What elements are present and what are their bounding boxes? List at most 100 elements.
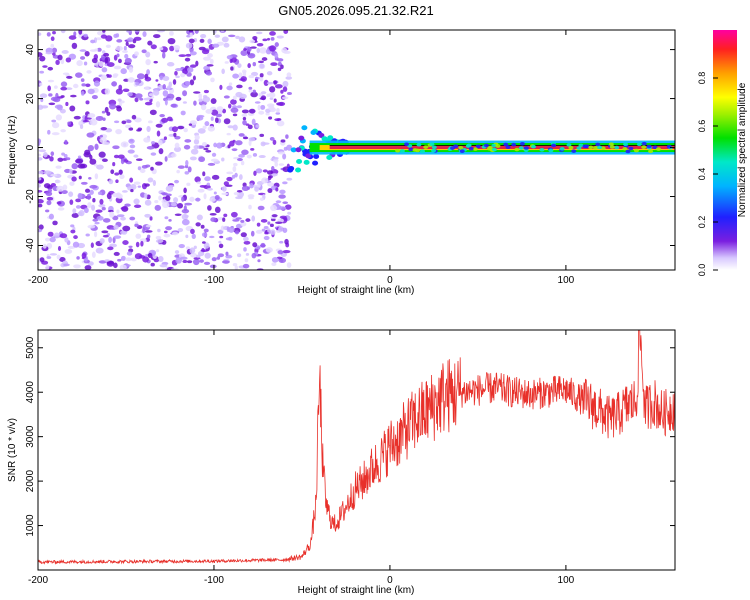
noise-speck [214, 206, 221, 214]
band-speck [539, 148, 545, 152]
noise-speck [104, 88, 111, 95]
noise-speck [112, 74, 118, 78]
noise-speck [223, 118, 231, 125]
snr-axes: -200 -100 0 100 1000 2000 3000 4000 5000 [25, 330, 675, 586]
noise-speck [260, 91, 267, 95]
noise-speck [282, 80, 289, 88]
noise-speck [258, 110, 265, 115]
noise-speck [234, 230, 240, 235]
noise-speck [174, 135, 181, 140]
noise-speck [221, 157, 225, 162]
noise-speck [203, 193, 207, 200]
noise-speck [84, 265, 92, 270]
band-speck [503, 142, 509, 147]
noise-speck [117, 98, 122, 102]
noise-speck [99, 134, 104, 138]
noise-speck [260, 95, 267, 101]
noise-speck [174, 71, 178, 76]
noise-speck [46, 200, 52, 206]
noise-speck [49, 237, 56, 243]
noise-speck [112, 145, 120, 150]
noise-speck [69, 168, 73, 174]
noise-speck [120, 141, 129, 148]
noise-speck [155, 101, 161, 108]
noise-speck [246, 154, 252, 159]
noise-speck [61, 50, 69, 54]
noise-speck [66, 75, 73, 79]
noise-speck [276, 35, 284, 39]
noise-speck [260, 104, 266, 110]
noise-speck [232, 113, 238, 117]
noise-speck [78, 30, 83, 35]
noise-speck [178, 54, 187, 57]
noise-speck [240, 160, 245, 166]
noise-speck [86, 70, 92, 74]
noise-speck [39, 93, 48, 98]
noise-speck [52, 220, 58, 226]
noise-speck [180, 110, 186, 116]
noise-speck [215, 117, 219, 124]
noise-speck [286, 177, 293, 181]
noise-speck [124, 53, 129, 59]
noise-speck [195, 222, 201, 227]
noise-speck [116, 209, 120, 214]
noise-speck [38, 157, 43, 161]
noise-speck [125, 41, 129, 47]
noise-speck [59, 233, 68, 239]
noise-speck [154, 200, 159, 204]
noise-speck [154, 204, 162, 211]
onset-blob [313, 154, 320, 160]
noise-speck [199, 184, 206, 188]
snr-x-tick-label: 100 [558, 575, 575, 586]
noise-speck [247, 124, 253, 130]
noise-speck [113, 54, 118, 61]
noise-speck [234, 265, 238, 270]
noise-speck [158, 256, 164, 263]
noise-speck [101, 110, 106, 114]
noise-speck [106, 111, 111, 116]
noise-speck [120, 158, 125, 165]
noise-speck [80, 181, 88, 185]
spectrogram-x-tick-label: -200 [28, 275, 48, 286]
noise-speck [51, 119, 57, 123]
noise-speck [238, 133, 245, 137]
noise-speck [142, 227, 146, 234]
noise-speck [232, 124, 238, 131]
noise-speck [241, 185, 250, 191]
noise-speck [102, 117, 106, 121]
noise-speck [217, 229, 224, 235]
noise-speck [146, 69, 150, 76]
onset-blob [303, 159, 310, 165]
band-speck [483, 143, 489, 148]
noise-speck [113, 65, 122, 70]
band-speck [648, 149, 654, 154]
snr-y-tick-label: 1000 [25, 514, 36, 537]
noise-speck [202, 171, 206, 177]
noise-speck [239, 78, 246, 81]
noise-speck [205, 109, 213, 114]
noise-speck [174, 250, 180, 254]
noise-speck [109, 211, 115, 218]
noise-speck [147, 40, 153, 46]
noise-speck [126, 30, 132, 33]
noise-speck [261, 57, 268, 61]
noise-speck [272, 139, 277, 145]
noise-speck [70, 224, 75, 228]
noise-speck [248, 137, 256, 142]
noise-speck [230, 107, 239, 113]
noise-speck [285, 134, 289, 139]
noise-speck [60, 30, 66, 34]
noise-speck [278, 163, 285, 166]
band-speck [505, 145, 511, 149]
band-speck [571, 149, 577, 153]
noise-speck [107, 209, 114, 213]
noise-speck [84, 207, 89, 214]
noise-speck [113, 251, 120, 256]
noise-speck [275, 200, 282, 204]
noise-speck [60, 129, 66, 133]
noise-speck [85, 233, 90, 237]
noise-speck [115, 105, 121, 109]
noise-speck [104, 106, 109, 114]
